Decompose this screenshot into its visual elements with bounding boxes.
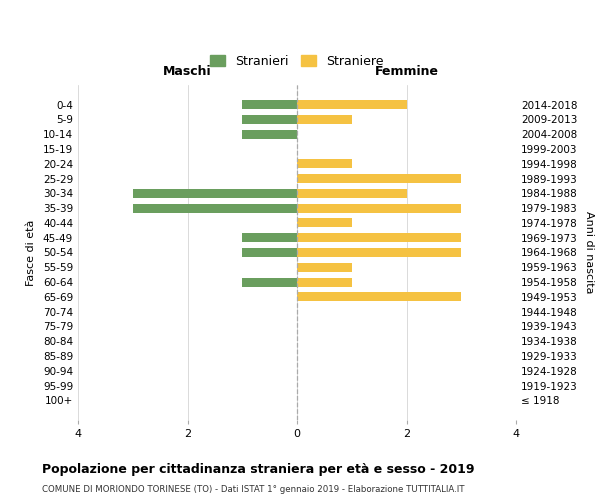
Bar [297, 218, 352, 228]
Bar [297, 115, 352, 124]
Bar [133, 204, 297, 212]
Bar [242, 115, 297, 124]
Bar [297, 174, 461, 183]
Bar [297, 160, 352, 168]
Bar [297, 204, 461, 212]
Bar [297, 263, 352, 272]
Bar [242, 278, 297, 286]
Bar [297, 292, 461, 302]
Bar [297, 234, 461, 242]
Text: Femmine: Femmine [374, 66, 439, 78]
Bar [297, 189, 407, 198]
Text: Maschi: Maschi [163, 66, 212, 78]
Bar [297, 100, 407, 109]
Y-axis label: Anni di nascita: Anni di nascita [584, 211, 594, 294]
Text: Popolazione per cittadinanza straniera per età e sesso - 2019: Popolazione per cittadinanza straniera p… [42, 462, 475, 475]
Legend: Stranieri, Straniere: Stranieri, Straniere [206, 51, 388, 72]
Bar [242, 100, 297, 109]
Bar [242, 234, 297, 242]
Bar [242, 130, 297, 138]
Bar [297, 248, 461, 257]
Y-axis label: Fasce di età: Fasce di età [26, 220, 36, 286]
Bar [242, 248, 297, 257]
Bar [297, 278, 352, 286]
Bar [133, 189, 297, 198]
Text: COMUNE DI MORIONDO TORINESE (TO) - Dati ISTAT 1° gennaio 2019 - Elaborazione TUT: COMUNE DI MORIONDO TORINESE (TO) - Dati … [42, 485, 464, 494]
